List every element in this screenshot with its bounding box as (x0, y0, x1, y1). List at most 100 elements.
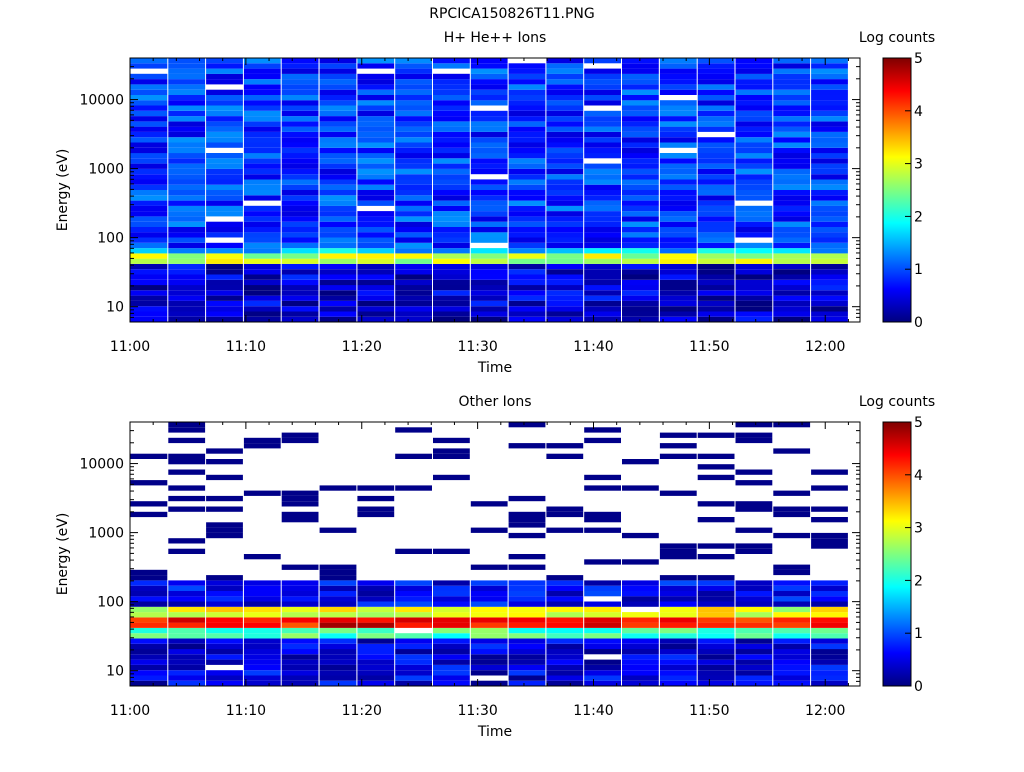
heatmap-cell (773, 654, 811, 660)
heatmap-cell (584, 627, 621, 634)
heatmap-cell (584, 227, 621, 233)
heatmap-cell (319, 179, 357, 185)
heatmap-cell (508, 184, 546, 190)
heatmap-cell (546, 100, 584, 106)
heatmap-cell (130, 131, 168, 138)
heatmap-cell (697, 606, 735, 613)
heatmap-cell (811, 532, 848, 539)
heatmap-cell (470, 142, 508, 148)
heatmap-cell (357, 131, 395, 138)
heatmap-cell (357, 622, 395, 628)
heatmap-cell (319, 121, 357, 127)
heatmap-cell (319, 638, 357, 644)
heatmap-cell (130, 237, 168, 243)
heatmap-cell (319, 285, 357, 291)
heatmap-cell (546, 216, 584, 222)
heatmap-cell (243, 627, 281, 634)
heatmap-cell (281, 580, 319, 586)
heatmap-cell (811, 195, 848, 201)
heatmap-cell (811, 253, 848, 259)
heatmap-cell (546, 227, 584, 233)
heatmap-cell (206, 290, 243, 296)
heatmap-cell (773, 147, 811, 154)
heatmap-cell (622, 649, 659, 655)
heatmap-cell (357, 100, 395, 106)
heatmap-cell (659, 232, 697, 238)
heatmap-cell (168, 248, 206, 254)
heatmap-cell (130, 453, 168, 459)
heatmap-cell (168, 638, 206, 644)
heatmap-cell (773, 532, 811, 539)
heatmap-cell (168, 258, 206, 264)
heatmap-cell (622, 195, 659, 201)
heatmap-cell (470, 216, 508, 222)
heatmap-cell (281, 675, 319, 681)
heatmap-cell (319, 295, 357, 301)
heatmap-cell (697, 664, 735, 671)
heatmap-cell (206, 232, 243, 238)
heatmap-cell (395, 121, 432, 127)
heatmap-cell (357, 643, 395, 650)
heatmap-cell (622, 100, 659, 106)
heatmap-cell (773, 116, 811, 122)
heatmap-cell (470, 585, 508, 591)
heatmap-cell (243, 248, 281, 254)
heatmap-cell (206, 306, 243, 312)
heatmap-cell (584, 142, 621, 148)
heatmap-cell (697, 670, 735, 676)
heatmap-cell (433, 612, 470, 618)
heatmap-cell (697, 79, 735, 85)
heatmap-cell (395, 285, 432, 291)
heatmap-cell (697, 654, 735, 660)
heatmap-cell (357, 253, 395, 259)
heatmap-cell (319, 612, 357, 618)
heatmap-cell (659, 142, 697, 148)
heatmap-cell (206, 606, 243, 613)
heatmap-cell (508, 84, 546, 90)
heatmap-cell (130, 242, 168, 249)
heatmap-cell (508, 242, 546, 249)
heatmap-cell (206, 153, 243, 159)
heatmap-cell (622, 643, 659, 650)
heatmap-cell (206, 596, 243, 602)
heatmap-cell (281, 68, 319, 74)
heatmap-cell (433, 84, 470, 90)
heatmap-cell (395, 612, 432, 618)
heatmap-cell (508, 300, 546, 307)
heatmap-cell (773, 73, 811, 80)
x-tick-label: 11:00 (110, 703, 150, 719)
heatmap-cell (168, 68, 206, 74)
heatmap-cell (659, 274, 697, 280)
heatmap-cell (811, 184, 848, 190)
heatmap-cell (130, 200, 168, 206)
heatmap-cell (622, 131, 659, 138)
heatmap-cell (584, 559, 621, 565)
heatmap-cell (470, 68, 508, 74)
heatmap-cell (546, 242, 584, 249)
heatmap-cell (433, 168, 470, 175)
heatmap-cell (659, 554, 697, 560)
heatmap-cell (811, 622, 848, 628)
heatmap-cell (659, 237, 697, 243)
heatmap-cell (584, 253, 621, 259)
heatmap-cell (470, 100, 508, 106)
heatmap-cell (281, 184, 319, 190)
heatmap-cell (735, 248, 773, 254)
heatmap-cell (622, 532, 659, 539)
heatmap-cell (508, 279, 546, 286)
heatmap-cell (773, 585, 811, 591)
heatmap-cell (319, 643, 357, 650)
heatmap-cell (130, 158, 168, 164)
heatmap-cell (395, 158, 432, 164)
heatmap-cell (168, 649, 206, 655)
heatmap-cell (243, 316, 281, 322)
heatmap-cell (281, 100, 319, 106)
heatmap-cell (659, 290, 697, 296)
heatmap-cell (395, 200, 432, 206)
heatmap-cell (206, 179, 243, 185)
heatmap-cell (168, 116, 206, 122)
heatmap-cell (697, 126, 735, 132)
heatmap-cell (357, 163, 395, 169)
heatmap-cell (357, 195, 395, 201)
heatmap-cell (319, 100, 357, 106)
